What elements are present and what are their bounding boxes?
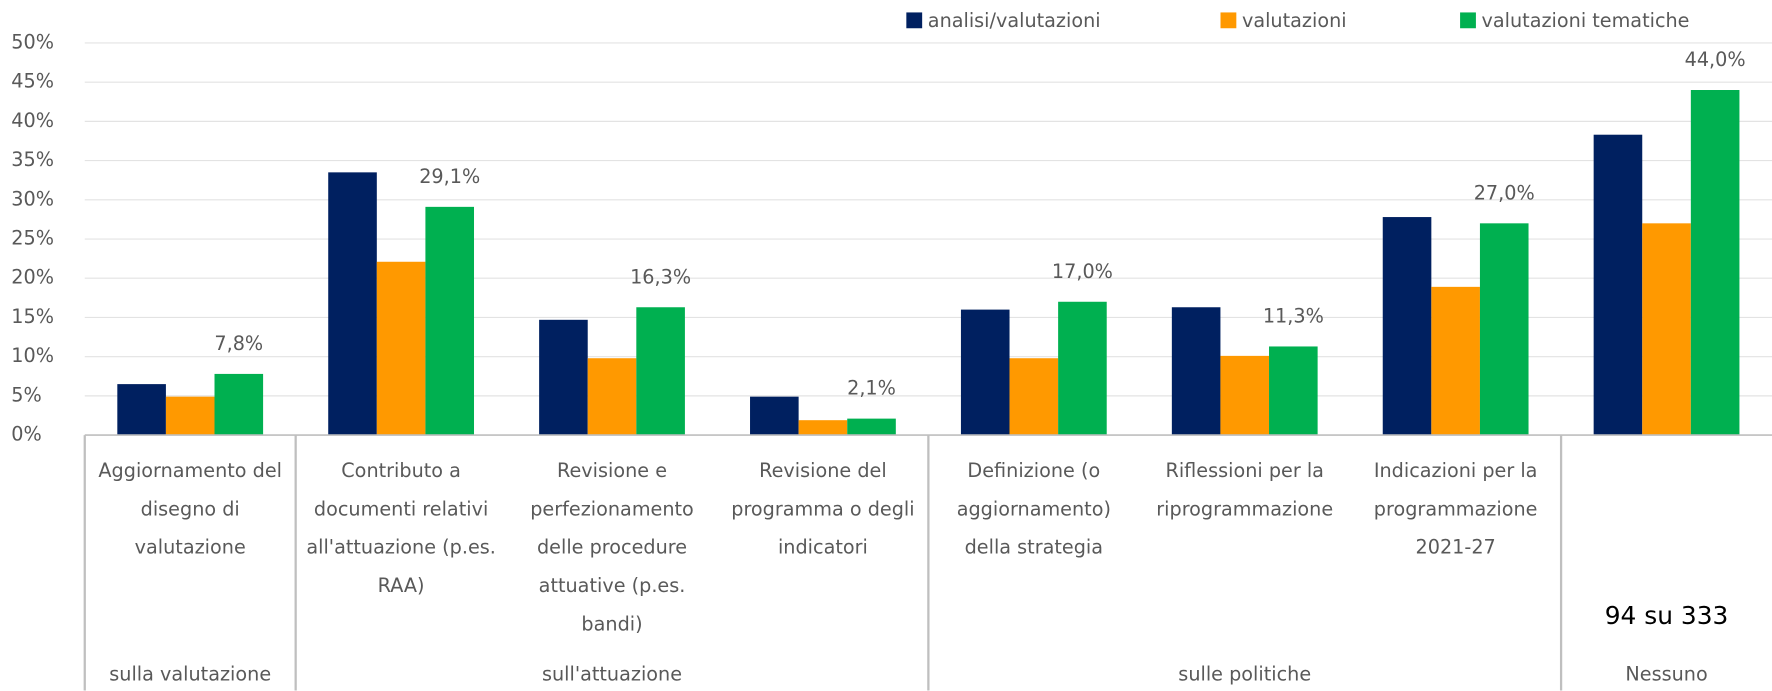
bar <box>214 373 264 436</box>
legend-swatch <box>1460 12 1476 29</box>
x-tick-label: Definizione (o aggiornamento) della stra… <box>956 459 1111 560</box>
bar <box>1269 346 1318 436</box>
data-label: 11,3% <box>1263 305 1324 328</box>
group-label: sulla valutazione <box>109 663 272 686</box>
bar <box>847 418 896 436</box>
data-label: 44,0% <box>1685 48 1746 71</box>
bar <box>165 396 215 436</box>
legend-swatch <box>906 12 923 29</box>
bar <box>587 358 637 436</box>
bar <box>798 420 848 436</box>
group-label: sulle politiche <box>1178 663 1312 686</box>
y-tick-label: 10% <box>11 344 54 367</box>
y-tick-label: 0% <box>11 423 41 446</box>
x-tick-label: Indicazioni per la programmazione 2021-2… <box>1373 459 1538 560</box>
data-label: 27,0% <box>1474 181 1535 204</box>
y-tick-label: 35% <box>11 148 54 171</box>
data-label: 16,3% <box>630 265 691 288</box>
y-tick-label: 15% <box>11 305 54 328</box>
bar <box>539 319 588 436</box>
bar <box>750 396 799 436</box>
bar <box>1382 217 1432 436</box>
x-tick-label: Riflessioni per la riprogrammazione <box>1156 459 1334 521</box>
legend-label: valutazioni tematiche <box>1482 9 1690 32</box>
data-label: 29,1% <box>419 165 480 188</box>
bar <box>1171 307 1221 436</box>
bar <box>1431 286 1480 436</box>
y-tick-label: 45% <box>11 70 54 93</box>
legend-label: valutazioni <box>1242 9 1347 32</box>
bar <box>117 384 166 436</box>
bar <box>636 307 685 436</box>
bar <box>328 172 377 436</box>
y-tick-label: 30% <box>11 187 54 210</box>
bar <box>1690 90 1740 436</box>
bar <box>1058 301 1107 436</box>
bar <box>1479 223 1529 436</box>
group-label: sull'attuazione <box>541 663 683 686</box>
legend-swatch <box>1220 12 1237 29</box>
x-tick-label: Revisione e perfezionamento delle proced… <box>530 459 694 637</box>
y-tick-label: 50% <box>11 30 54 53</box>
data-label: 17,0% <box>1052 260 1113 283</box>
x-tick-label: Revisione del programma o degli indicato… <box>731 459 915 560</box>
x-tick-label: Aggiornamento del disegno di valutazione <box>98 459 283 560</box>
bar <box>1220 355 1270 436</box>
bar <box>1009 358 1059 436</box>
x-tick-label: Contributo a documenti relativi all'attu… <box>306 459 496 598</box>
bar <box>1642 223 1691 436</box>
legend-label: analisi/valutazioni <box>928 9 1101 32</box>
group-label: Nessuno <box>1625 663 1708 686</box>
bar <box>425 206 475 436</box>
bar <box>1593 134 1643 436</box>
y-tick-label: 20% <box>11 266 54 289</box>
bar <box>960 309 1010 436</box>
y-tick-label: 5% <box>11 383 41 406</box>
data-label: 2,1% <box>847 377 896 400</box>
data-label: 7,8% <box>214 332 263 355</box>
y-tick-label: 40% <box>11 109 54 132</box>
bar <box>376 261 426 436</box>
y-tick-label: 25% <box>11 227 54 250</box>
annotation: 94 su 333 <box>1605 601 1729 630</box>
